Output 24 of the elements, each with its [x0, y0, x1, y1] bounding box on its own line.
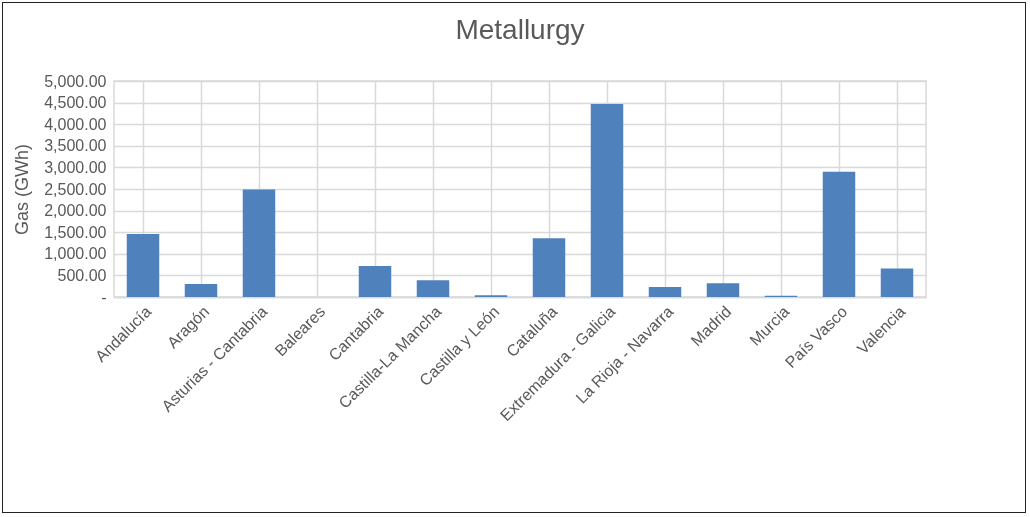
y-tick-label: - — [101, 288, 107, 306]
y-tick-label: 2,000.00 — [44, 202, 107, 220]
bar — [358, 265, 392, 297]
bar — [184, 284, 218, 297]
bar — [880, 268, 914, 297]
bar — [590, 103, 624, 297]
y-tick-label: 3,500.00 — [44, 137, 107, 155]
bar — [648, 287, 682, 297]
y-tick-label: 4,500.00 — [44, 94, 107, 112]
y-tick-label: 1,000.00 — [44, 245, 107, 263]
bar — [532, 238, 566, 297]
bar — [126, 233, 160, 297]
bar — [416, 280, 450, 297]
y-tick-label: 1,500.00 — [44, 223, 107, 241]
y-tick-label: 500.00 — [57, 266, 107, 284]
bar — [822, 171, 856, 297]
y-tick-label: 4,000.00 — [44, 115, 107, 133]
chart-title: Metallurgy — [455, 14, 585, 45]
y-tick-label: 5,000.00 — [44, 72, 107, 90]
bar — [242, 189, 276, 297]
y-tick-label: 2,500.00 — [44, 180, 107, 198]
bar — [706, 283, 740, 297]
y-tick-label: 3,000.00 — [44, 158, 107, 176]
y-axis-title: Gas (GWh) — [12, 143, 33, 236]
